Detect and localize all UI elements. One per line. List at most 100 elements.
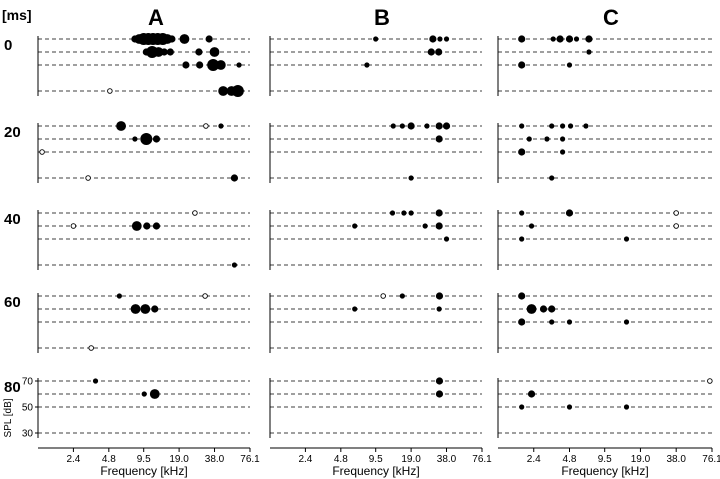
panel-A-40	[37, 210, 250, 270]
data-point	[166, 48, 174, 56]
data-point	[583, 123, 589, 129]
data-point	[437, 36, 443, 42]
data-point	[519, 404, 525, 410]
data-point	[152, 222, 161, 230]
x-axis-label: Frequency [kHz]	[100, 464, 187, 478]
column-labels: A B C	[148, 5, 619, 30]
x-axis-C: 2.4 4.8 9.5 19.0 38.0 76.1 Frequency [kHz]	[498, 447, 720, 478]
data-point	[435, 292, 444, 300]
data-point	[443, 236, 450, 242]
data-point	[390, 123, 396, 129]
data-point	[131, 221, 142, 231]
x-axis-A: 2.4 4.8 9.5 19.0 38.0 76.1 Frequency [kHz]	[38, 447, 260, 478]
column-label-C: C	[603, 5, 619, 30]
data-point	[566, 319, 573, 325]
data-point	[435, 122, 443, 130]
x-tick-label: 9.5	[369, 454, 383, 465]
data-point	[442, 122, 451, 130]
panel-C-0	[497, 35, 712, 96]
data-point	[623, 404, 630, 410]
data-point	[424, 123, 430, 129]
time-labels: 0 20 40 60 80	[4, 37, 21, 396]
data-point	[205, 35, 213, 43]
data-point-open	[39, 149, 45, 155]
data-point	[556, 35, 564, 43]
data-point-open	[192, 210, 198, 216]
data-point	[207, 59, 220, 71]
x-tick-label: 76.1	[472, 454, 492, 465]
data-point	[560, 123, 566, 129]
data-point-open	[70, 223, 77, 229]
data-point	[519, 236, 525, 242]
data-point	[218, 123, 224, 129]
time-label-60: 60	[4, 294, 21, 311]
data-point	[116, 293, 122, 299]
data-point	[160, 48, 168, 56]
data-point	[518, 35, 526, 43]
time-label-20: 20	[4, 124, 21, 141]
data-point	[236, 62, 242, 68]
panel-C-40	[497, 209, 712, 270]
y-tick-label: 30	[22, 429, 34, 440]
x-tick-label: 19.0	[169, 454, 189, 465]
data-point	[179, 34, 190, 44]
data-point-open	[380, 293, 386, 299]
data-point	[573, 36, 580, 42]
data-point	[519, 123, 525, 129]
x-tick-label: 2.4	[298, 454, 312, 465]
data-point	[518, 318, 526, 326]
data-point	[352, 306, 358, 312]
x-tick-label: 38.0	[205, 454, 225, 465]
data-point	[549, 319, 555, 325]
data-point	[407, 122, 415, 130]
panel-A-60	[37, 293, 250, 353]
data-point	[182, 61, 190, 69]
data-point	[435, 222, 443, 230]
time-unit-label: [ms]	[2, 7, 32, 23]
data-point	[436, 306, 442, 312]
time-label-0: 0	[4, 37, 12, 54]
data-point	[549, 123, 555, 129]
data-point	[566, 404, 573, 410]
data-point	[427, 48, 435, 56]
data-point	[623, 236, 630, 242]
data-point	[230, 174, 239, 182]
data-point	[153, 47, 164, 57]
data-point	[399, 123, 405, 129]
data-point	[527, 390, 536, 398]
data-point	[435, 48, 443, 56]
data-point	[408, 210, 414, 216]
data-point	[141, 391, 147, 397]
panel-C-20	[497, 123, 712, 183]
data-point	[373, 36, 379, 42]
data-point	[195, 48, 203, 56]
panel-C-80	[497, 378, 713, 438]
panel-A-20	[37, 121, 250, 183]
data-point	[443, 36, 450, 42]
data-point	[218, 86, 229, 96]
data-point	[435, 135, 443, 143]
data-point	[544, 136, 550, 142]
data-point-open	[88, 345, 94, 351]
x-axis-B: 2.4 4.8 9.5 19.0 38.0 76.1 Frequency [kHz]	[270, 447, 492, 478]
data-point	[585, 35, 593, 43]
data-point	[565, 209, 574, 217]
column-label-B: B	[374, 5, 390, 30]
y-tick-label: 70	[22, 377, 34, 388]
data-point	[623, 319, 630, 325]
data-point	[560, 149, 566, 155]
data-point-open	[203, 123, 209, 129]
data-point	[526, 304, 537, 314]
x-tick-label: 4.8	[102, 454, 116, 465]
panel-B-60	[269, 292, 482, 353]
x-tick-label: 38.0	[666, 454, 686, 465]
data-point	[143, 222, 151, 230]
data-point	[389, 210, 396, 216]
data-point	[528, 223, 535, 229]
data-point-open	[107, 88, 113, 94]
x-tick-label: 76.1	[240, 454, 260, 465]
data-point	[196, 61, 204, 69]
data-point-open	[707, 378, 713, 384]
x-tick-label: 76.1	[702, 454, 720, 465]
